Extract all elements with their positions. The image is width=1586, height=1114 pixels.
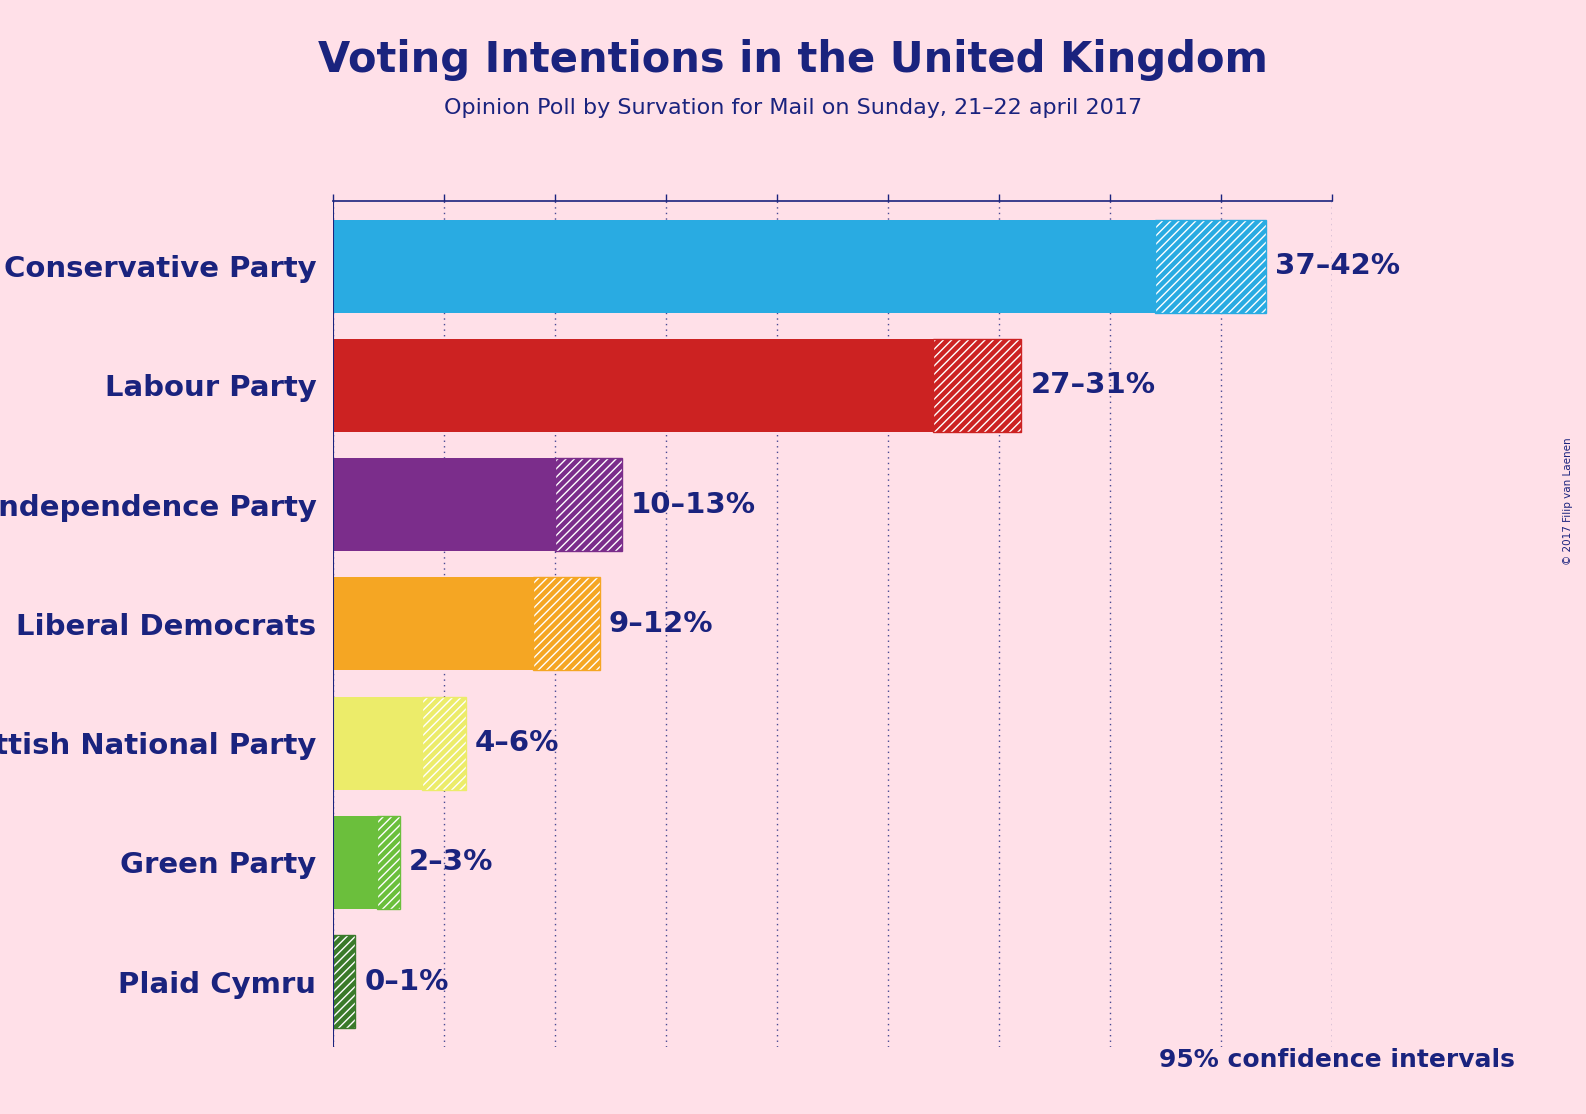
Bar — [333, 219, 1155, 313]
Bar — [333, 935, 355, 1028]
Text: 2–3%: 2–3% — [409, 849, 493, 877]
Bar — [377, 815, 400, 909]
Text: Opinion Poll by Survation for Mail on Sunday, 21–22 april 2017: Opinion Poll by Survation for Mail on Su… — [444, 98, 1142, 118]
Text: 10–13%: 10–13% — [631, 490, 755, 519]
Bar — [333, 577, 533, 671]
Text: 95% confidence intervals: 95% confidence intervals — [1159, 1047, 1515, 1072]
Bar — [422, 696, 466, 790]
Bar — [933, 339, 1021, 432]
Bar — [422, 696, 466, 790]
Text: © 2017 Filip van Laenen: © 2017 Filip van Laenen — [1564, 438, 1573, 565]
Bar — [333, 339, 933, 432]
Bar — [377, 815, 400, 909]
Text: 9–12%: 9–12% — [609, 609, 712, 638]
Bar — [933, 339, 1021, 432]
Text: 37–42%: 37–42% — [1275, 252, 1399, 280]
Bar — [1155, 219, 1266, 313]
Bar — [533, 577, 600, 671]
Bar — [377, 815, 400, 909]
Bar — [333, 935, 355, 1028]
Bar — [933, 339, 1021, 432]
Text: 0–1%: 0–1% — [365, 968, 449, 996]
Text: Voting Intentions in the United Kingdom: Voting Intentions in the United Kingdom — [319, 39, 1267, 81]
Bar — [1155, 219, 1266, 313]
Bar — [533, 577, 600, 671]
Bar — [555, 458, 622, 551]
Text: 27–31%: 27–31% — [1031, 371, 1155, 399]
Bar — [533, 577, 600, 671]
Bar — [555, 458, 622, 551]
Bar — [333, 935, 355, 1028]
Bar — [422, 696, 466, 790]
Bar — [555, 458, 622, 551]
Bar — [333, 458, 555, 551]
Bar — [333, 815, 377, 909]
Bar — [1155, 219, 1266, 313]
Text: 4–6%: 4–6% — [476, 729, 560, 758]
Bar — [333, 696, 422, 790]
